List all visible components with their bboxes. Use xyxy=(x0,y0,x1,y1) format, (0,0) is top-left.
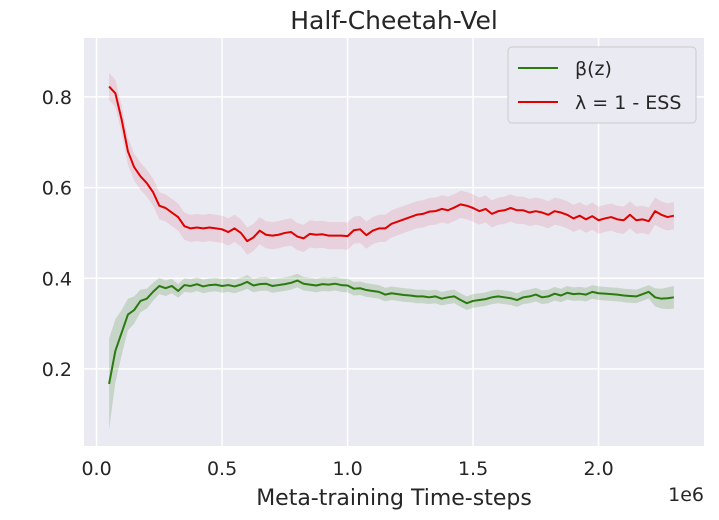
confidence-band-0 xyxy=(109,273,674,430)
legend-label-beta: β(z) xyxy=(575,58,612,80)
x-axis-label: Meta-training Time-steps xyxy=(256,486,532,511)
legend: β(z) λ = 1 - ESS xyxy=(507,46,697,124)
series-lines xyxy=(108,85,675,385)
x-tick-labels: 0.0 0.5 1.0 1.5 2.0 xyxy=(81,458,613,480)
y-tick-label: 0.8 xyxy=(42,87,72,109)
x-tick-label: 2.0 xyxy=(583,458,613,480)
y-tick-labels: 0.2 0.4 0.6 0.8 xyxy=(42,87,72,381)
x-tick-label: 0.0 xyxy=(81,458,111,480)
y-tick-label: 0.6 xyxy=(42,178,72,200)
legend-box xyxy=(507,46,697,124)
series-line-0 xyxy=(108,279,675,385)
chart-title: Half-Cheetah-Vel xyxy=(290,6,498,35)
y-tick-label: 0.4 xyxy=(42,268,72,290)
x-tick-label: 0.5 xyxy=(207,458,237,480)
x-tick-label: 1.5 xyxy=(458,458,488,480)
y-tick-label: 0.2 xyxy=(42,359,72,381)
legend-label-lambda: λ = 1 - ESS xyxy=(575,92,681,114)
x-offset-label: 1e6 xyxy=(668,484,704,506)
confidence-band-1 xyxy=(109,72,674,255)
confidence-bands xyxy=(109,72,674,430)
series-line-1 xyxy=(108,85,675,243)
x-tick-label: 1.0 xyxy=(332,458,362,480)
